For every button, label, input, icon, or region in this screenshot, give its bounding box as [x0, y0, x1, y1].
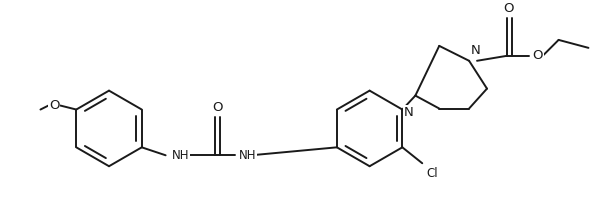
- Text: O: O: [49, 99, 60, 112]
- Text: O: O: [533, 49, 543, 62]
- Text: O: O: [212, 101, 222, 114]
- Text: O: O: [504, 2, 514, 15]
- Text: NH: NH: [172, 149, 189, 162]
- Text: N: N: [403, 105, 414, 119]
- Text: NH: NH: [239, 149, 257, 162]
- Text: N: N: [471, 44, 481, 57]
- Text: Cl: Cl: [426, 167, 438, 180]
